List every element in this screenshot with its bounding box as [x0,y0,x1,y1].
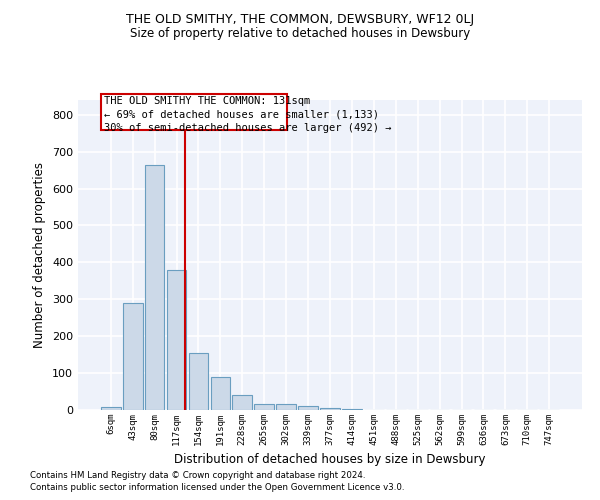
Bar [188,353,208,410]
Bar [211,377,230,410]
Text: Size of property relative to detached houses in Dewsbury: Size of property relative to detached ho… [130,28,470,40]
Y-axis label: Number of detached properties: Number of detached properties [34,162,46,348]
Bar [254,404,274,410]
Text: Contains public sector information licensed under the Open Government Licence v3: Contains public sector information licen… [30,484,404,492]
Bar [276,404,296,410]
Text: THE OLD SMITHY THE COMMON: 131sqm
← 69% of detached houses are smaller (1,133)
3: THE OLD SMITHY THE COMMON: 131sqm ← 69% … [104,96,392,132]
Text: Contains HM Land Registry data © Crown copyright and database right 2024.: Contains HM Land Registry data © Crown c… [30,471,365,480]
Bar [298,406,318,410]
Bar [232,395,252,410]
Text: THE OLD SMITHY, THE COMMON, DEWSBURY, WF12 0LJ: THE OLD SMITHY, THE COMMON, DEWSBURY, WF… [126,12,474,26]
Bar [101,407,121,410]
Bar [145,164,164,410]
Bar [123,303,143,410]
FancyBboxPatch shape [101,94,287,130]
Bar [320,408,340,410]
X-axis label: Distribution of detached houses by size in Dewsbury: Distribution of detached houses by size … [174,454,486,466]
Bar [167,270,187,410]
